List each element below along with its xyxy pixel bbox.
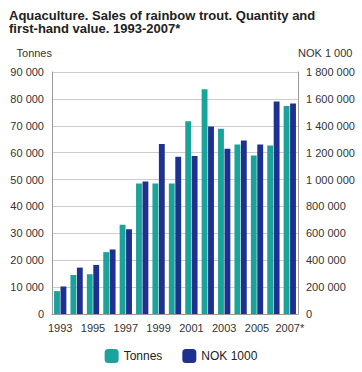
svg-text:1 400 000: 1 400 000: [306, 120, 355, 132]
svg-text:1993: 1993: [48, 322, 72, 334]
svg-text:Tonnes: Tonnes: [17, 47, 53, 59]
svg-text:1997: 1997: [114, 322, 138, 334]
svg-text:400 000: 400 000: [306, 254, 346, 266]
svg-text:Tonnes: Tonnes: [124, 349, 163, 363]
svg-text:Aquaculture. Sales of rainbow: Aquaculture. Sales of rainbow trout. Qua…: [9, 8, 319, 23]
svg-text:1 800 000: 1 800 000: [306, 66, 355, 78]
svg-text:80 000: 80 000: [10, 93, 44, 105]
svg-text:800 000: 800 000: [306, 200, 346, 212]
svg-text:1999: 1999: [146, 322, 170, 334]
svg-text:2005: 2005: [245, 322, 269, 334]
svg-text:60 000: 60 000: [10, 147, 44, 159]
svg-text:30 000: 30 000: [10, 227, 44, 239]
svg-text:1 200 000: 1 200 000: [306, 147, 355, 159]
svg-text:1 600 000: 1 600 000: [306, 93, 355, 105]
svg-text:NOK 1000: NOK 1000: [201, 349, 257, 363]
svg-text:NOK 1 000: NOK 1 000: [298, 47, 352, 59]
svg-text:20 000: 20 000: [10, 254, 44, 266]
svg-text:90 000: 90 000: [10, 66, 44, 78]
svg-text:10 000: 10 000: [10, 281, 44, 293]
svg-text:2001: 2001: [179, 322, 203, 334]
svg-text:0: 0: [38, 308, 44, 320]
svg-text:2007*: 2007*: [275, 322, 304, 334]
svg-text:200 000: 200 000: [306, 281, 346, 293]
svg-text:1 000 000: 1 000 000: [306, 174, 355, 186]
svg-text:0: 0: [306, 308, 312, 320]
svg-text:70 000: 70 000: [10, 120, 44, 132]
svg-text:2003: 2003: [212, 322, 236, 334]
svg-text:600 000: 600 000: [306, 227, 346, 239]
svg-text:1995: 1995: [81, 322, 105, 334]
svg-text:50 000: 50 000: [10, 174, 44, 186]
svg-text:first-hand value. 1993-2007*: first-hand value. 1993-2007*: [9, 21, 181, 36]
svg-text:40 000: 40 000: [10, 200, 44, 212]
